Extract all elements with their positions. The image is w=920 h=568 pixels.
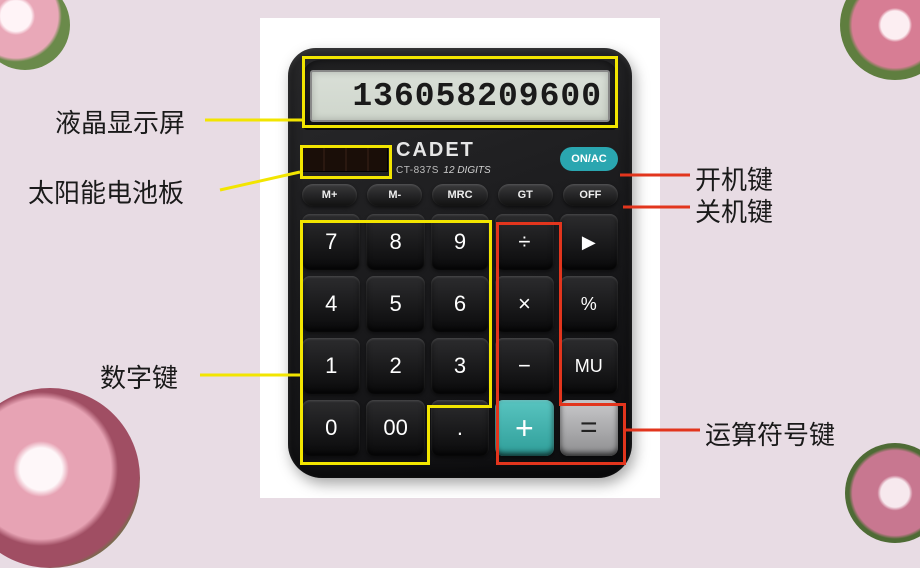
key-0[interactable]: 0 (302, 400, 360, 456)
calculator-body: 136058209600 CADET CT-837S 12 DIGITS ON/… (288, 48, 632, 478)
floral-corner-tl (0, 0, 70, 70)
key-divide[interactable]: ÷ (495, 214, 553, 270)
gt-button[interactable]: GT (498, 184, 553, 206)
key-7[interactable]: 7 (302, 214, 360, 270)
key-equal[interactable]: = (560, 400, 618, 456)
keypad: 7 8 9 ÷ ▶ 4 5 6 × % 1 2 3 − MU 0 00 . + … (302, 214, 618, 456)
key-plus[interactable]: + (495, 400, 553, 456)
key-percent[interactable]: % (560, 276, 618, 332)
label-solar: 太阳能电池板 (28, 173, 184, 210)
floral-corner-bl (0, 388, 140, 568)
model-text: CT-837S (396, 165, 439, 176)
digits-label: 12 DIGITS (443, 165, 490, 176)
key-multiply[interactable]: × (495, 276, 553, 332)
key-minus[interactable]: − (495, 338, 553, 394)
floral-corner-br (845, 443, 920, 543)
m-plus-button[interactable]: M+ (302, 184, 357, 206)
memory-row: M+ M- MRC GT OFF (302, 184, 618, 206)
key-8[interactable]: 8 (366, 214, 424, 270)
key-9[interactable]: 9 (431, 214, 489, 270)
key-5[interactable]: 5 (366, 276, 424, 332)
key-dot[interactable]: . (431, 400, 489, 456)
m-minus-button[interactable]: M- (367, 184, 422, 206)
label-power-off: 关机键 (695, 192, 773, 229)
brand-text: CADET (396, 140, 491, 160)
key-replay[interactable]: ▶ (560, 214, 618, 270)
mrc-button[interactable]: MRC (432, 184, 487, 206)
calculator-display-housing: 136058209600 (302, 60, 618, 130)
floral-corner-tr (840, 0, 920, 80)
key-mu[interactable]: MU (560, 338, 618, 394)
label-operators: 运算符号键 (705, 415, 835, 452)
key-00[interactable]: 00 (366, 400, 424, 456)
off-button[interactable]: OFF (563, 184, 618, 206)
solar-panel (302, 146, 388, 172)
brand-row: CADET CT-837S 12 DIGITS ON/AC (302, 140, 618, 178)
key-2[interactable]: 2 (366, 338, 424, 394)
key-6[interactable]: 6 (431, 276, 489, 332)
key-3[interactable]: 3 (431, 338, 489, 394)
key-4[interactable]: 4 (302, 276, 360, 332)
label-lcd: 液晶显示屏 (55, 103, 185, 140)
on-ac-button[interactable]: ON/AC (560, 147, 618, 171)
key-1[interactable]: 1 (302, 338, 360, 394)
lcd-display: 136058209600 (310, 70, 610, 122)
label-numeric: 数字键 (100, 358, 178, 395)
